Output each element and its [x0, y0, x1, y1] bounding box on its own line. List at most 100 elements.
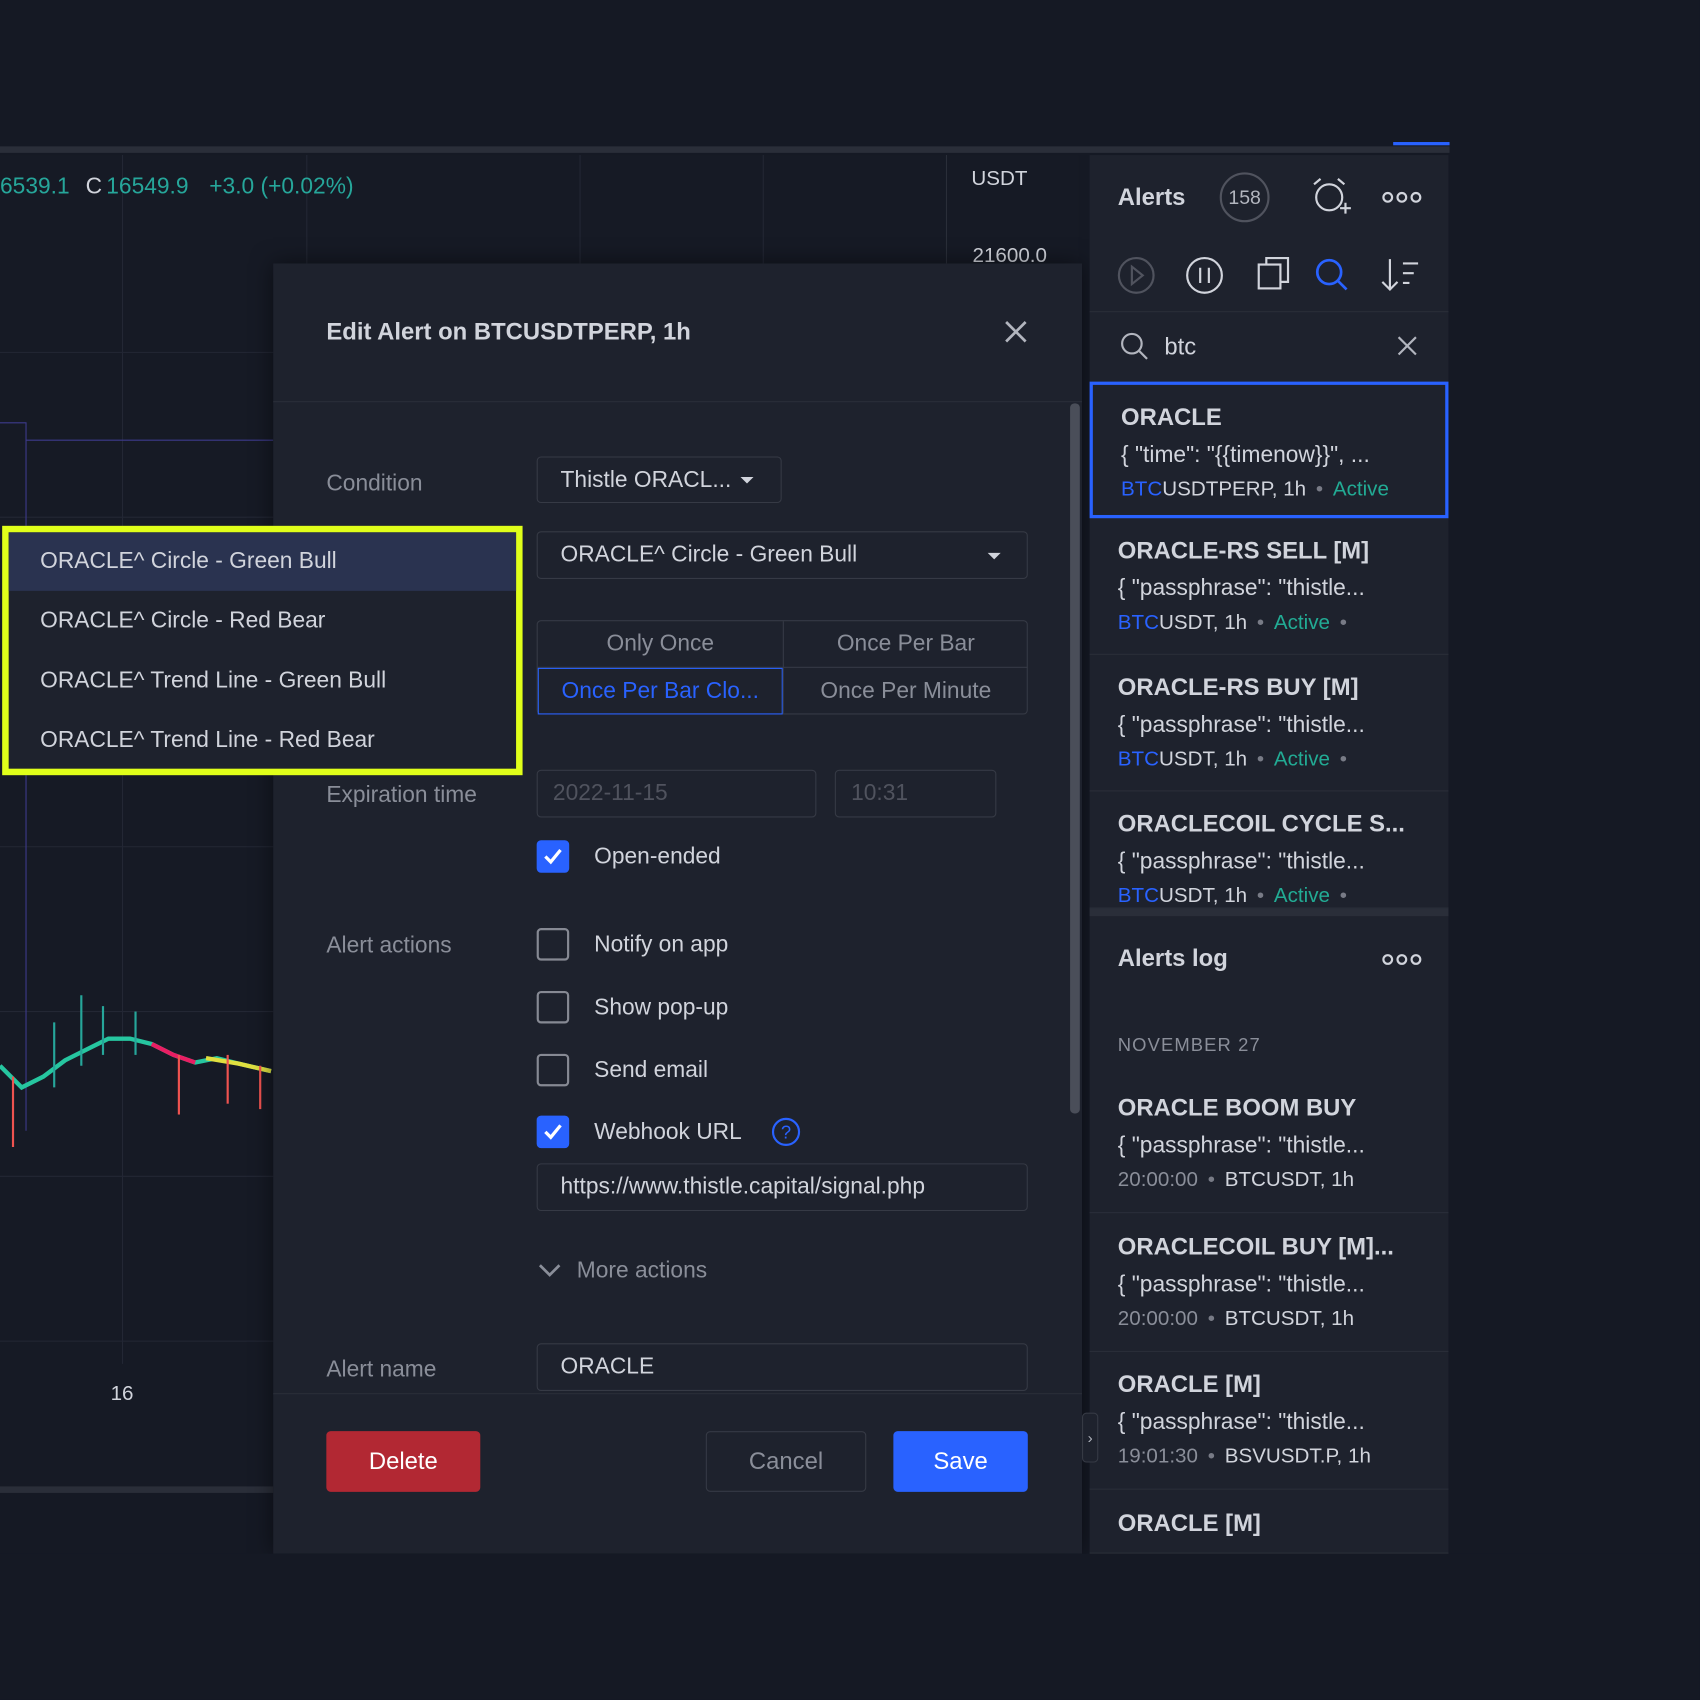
alert-item[interactable]: ORACLECOIL CYCLE S... { "passphrase": "th…	[1089, 791, 1449, 909]
log-symbol: BSVUSDT.P, 1h	[1224, 1445, 1371, 1468]
toolbar[interactable]	[1115, 254, 1429, 297]
alert-item[interactable]: ORACLE-RS BUY [M] { "passphrase": "thistl…	[1089, 655, 1449, 792]
alerts-title: Alerts	[1117, 183, 1186, 211]
alert-item[interactable]: ORACLE { "time": "{{timenow}}", ... BTCUSD…	[1089, 381, 1449, 519]
separator	[1089, 311, 1449, 313]
log-message: { "passphrase": "thistle...	[1117, 1132, 1365, 1158]
condition-select[interactable]: ORACLE^ Circle - Green Bull	[536, 531, 1028, 579]
alert-symbol: BTCUSDT, 1h • Active •	[1118, 748, 1357, 772]
log-name: ORACLE BOOM BUY	[1117, 1093, 1357, 1122]
cancel-button[interactable]: Cancel	[705, 1431, 867, 1492]
delete-button[interactable]: Delete	[326, 1431, 481, 1492]
dot: •	[1207, 1445, 1215, 1468]
condition-label: Condition	[326, 471, 423, 497]
alert-message: { "passphrase": "thistle...	[1117, 575, 1365, 601]
name-label: Alert name	[326, 1356, 437, 1382]
checkbox[interactable]	[536, 1053, 570, 1087]
dropdown-option[interactable]: ORACLE^ Trend Line - Red Bear	[40, 727, 375, 753]
price-tick: 21600.0	[972, 244, 1047, 268]
dropdown-menu: ORACLE^ Circle - Green Bull ORACLE^ Circl…	[2, 525, 523, 776]
date-input[interactable]: 2022-11-15	[536, 769, 817, 818]
alert-status: Active	[1332, 478, 1389, 501]
dropdown-option[interactable]: ORACLE^ Trend Line - Green Bull	[40, 667, 387, 693]
add-alert[interactable]	[1310, 176, 1353, 219]
open-ended-label: Open-ended	[594, 844, 721, 869]
action-label: Notify on app	[594, 931, 729, 957]
scrollbar[interactable]	[1070, 403, 1080, 1114]
alerts-panel	[1089, 155, 1449, 1554]
dropdown-option[interactable]: ORACLE^ Circle - Green Bull	[8, 532, 517, 591]
checkbox[interactable]	[536, 840, 570, 873]
log-message: { "passphrase": "thistle...	[1117, 1409, 1365, 1435]
currency[interactable]: USDT	[971, 167, 1028, 191]
dialog-title: Edit Alert on BTCUSDTPERP, 1h	[326, 317, 691, 345]
log-item[interactable]: ORACLE BOOM BUY { "passphrase": "thistle.…	[1089, 1076, 1449, 1214]
collapse-handle[interactable]: ›	[1082, 1412, 1099, 1463]
dot: •	[1339, 748, 1347, 771]
alert-status: Active	[1273, 611, 1330, 635]
menu[interactable]	[1381, 951, 1422, 968]
trigger-option[interactable]: Only Once	[537, 621, 783, 668]
log-item[interactable]: ORACLE [M]	[1089, 1490, 1449, 1554]
symbol-match: BTC	[1117, 884, 1159, 908]
condition-source[interactable]: Thistle ORACL...	[536, 456, 782, 504]
checkbox[interactable]	[536, 1115, 570, 1149]
checkbox[interactable]	[536, 928, 570, 961]
date-text: 2022-11-15	[552, 780, 668, 806]
trigger-option[interactable]: Once Per Bar Clo...	[537, 667, 783, 715]
name-input[interactable]: ORACLE	[536, 1343, 1028, 1392]
log-date: NOVEMBER 27	[1117, 1034, 1261, 1056]
more-actions[interactable]: More actions	[576, 1258, 708, 1284]
search-text[interactable]: btc	[1164, 332, 1197, 360]
alert-symbol: BTCUSDTPERP, 1h • Active	[1121, 478, 1389, 502]
alert-item[interactable]: ORACLE-RS SELL [M] { "passphrase": "thist…	[1089, 518, 1449, 655]
log-title: Alerts log	[1117, 944, 1228, 972]
log-meta: 20:00:00 • BTCUSDT, 1h	[1118, 1169, 1354, 1193]
alert-name: ORACLECOIL CYCLE S...	[1117, 809, 1405, 837]
pane-border	[0, 1486, 274, 1493]
dropdown-option[interactable]: ORACLE^ Circle - Red Bear	[40, 608, 326, 634]
alert-symbol: BTCUSDT, 1h • Active •	[1117, 884, 1357, 908]
log-item[interactable]: ORACLE [M] { "passphrase": "thistle... 19:…	[1089, 1352, 1449, 1490]
alert-message: { "passphrase": "thistle...	[1117, 848, 1365, 874]
close-label: C	[85, 174, 103, 199]
dot: •	[1256, 748, 1265, 771]
alert-message: { "passphrase": "thistle...	[1117, 712, 1365, 738]
action-label: Send email	[594, 1057, 709, 1083]
alert-name: ORACLE	[1121, 403, 1222, 431]
symbol-match: BTC	[1117, 611, 1159, 635]
button-text: Save	[933, 1447, 988, 1475]
clear-search[interactable]	[1396, 335, 1418, 357]
actions-label: Alert actions	[326, 932, 452, 958]
chart-canvas	[0, 155, 948, 1364]
close-button[interactable]	[1004, 320, 1028, 344]
log-name: ORACLE [M]	[1117, 1508, 1261, 1536]
time-text: 10:31	[851, 780, 909, 806]
help-icon[interactable]: ?	[771, 1117, 801, 1147]
time-input[interactable]: 10:31	[834, 769, 997, 818]
dot: •	[1207, 1168, 1215, 1192]
log-meta: 19:01:30 • BSVUSDT.P, 1h	[1118, 1445, 1371, 1469]
button-text: Delete	[368, 1447, 438, 1475]
log-time: 20:00:00	[1117, 1168, 1198, 1192]
chevron	[538, 1264, 561, 1277]
webhook-input[interactable]: https://www.thistle.capital/signal.php	[536, 1163, 1028, 1212]
alert-count: 158	[1219, 172, 1270, 223]
log-meta: 20:00:00 • BTCUSDT, 1h	[1118, 1307, 1354, 1331]
dot: •	[1339, 611, 1347, 635]
alert-name: ORACLE-RS SELL [M]	[1117, 536, 1370, 564]
trigger-option[interactable]: Once Per Minute	[782, 667, 1028, 715]
log-time: 19:01:30	[1117, 1445, 1198, 1468]
close-value: 16549.9	[106, 174, 189, 199]
menu[interactable]	[1381, 189, 1422, 206]
trigger-option[interactable]: Once Per Bar	[782, 621, 1028, 668]
log-item[interactable]: ORACLECOIL BUY [M]... { "passphrase": "th…	[1089, 1214, 1449, 1352]
log-symbol: BTCUSDT, 1h	[1224, 1168, 1355, 1192]
top-bar	[0, 146, 1450, 153]
trigger-group: Only Once Once Per Bar Once Per Bar Clo...…	[536, 620, 1028, 715]
dot: •	[1256, 884, 1265, 908]
save-button[interactable]: Save	[893, 1431, 1028, 1492]
checkbox[interactable]	[536, 990, 570, 1024]
separator	[1089, 908, 1449, 917]
